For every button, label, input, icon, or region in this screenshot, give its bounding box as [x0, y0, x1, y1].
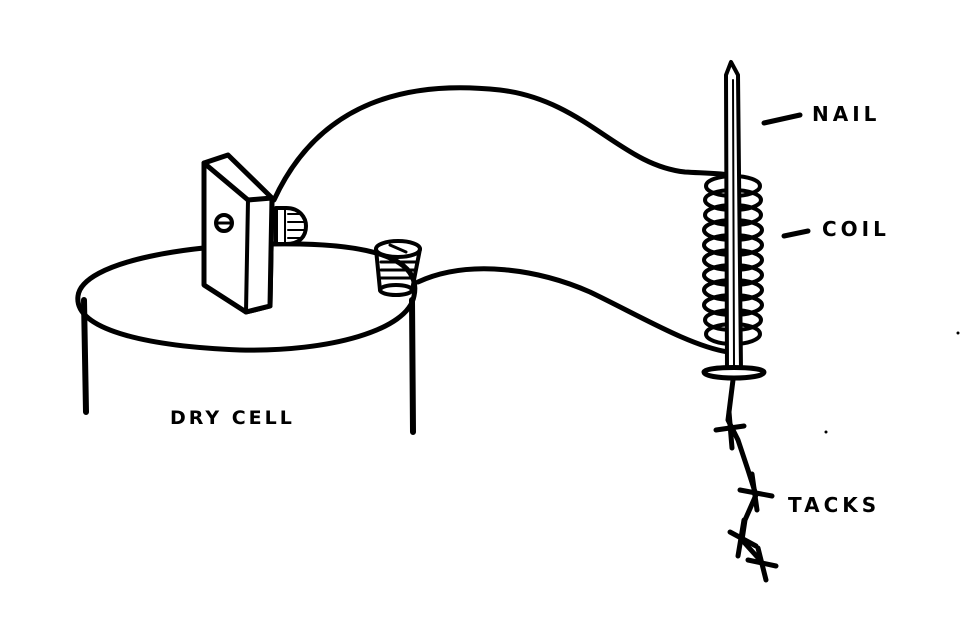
binding-post: [374, 239, 422, 297]
coil-label: COIL: [822, 217, 890, 241]
tack-2: [737, 471, 775, 513]
tack-1: [713, 409, 747, 451]
upper-wire: [271, 85, 733, 203]
block-screw-head: [214, 213, 234, 233]
side-screw: [274, 206, 308, 246]
tacks: [713, 377, 779, 583]
tack-4: [745, 545, 779, 583]
nail-label: NAIL: [812, 102, 881, 126]
terminal-block: [201, 152, 308, 315]
dry-cell-left-side: [81, 297, 89, 415]
nail: [701, 60, 767, 381]
lower-wire: [415, 266, 731, 355]
nail-leader-line: [761, 112, 803, 126]
dry-cell-right-side: [409, 297, 416, 435]
dry-cell-label: DRY CELL: [170, 407, 295, 429]
dry-cell-top-ellipse: [75, 241, 418, 353]
coil-leader-line: [781, 228, 811, 239]
tacks-label: TACKS: [788, 493, 881, 517]
nail-head: [701, 365, 767, 381]
dry-cell: [75, 241, 418, 435]
tack-3: [727, 517, 759, 559]
